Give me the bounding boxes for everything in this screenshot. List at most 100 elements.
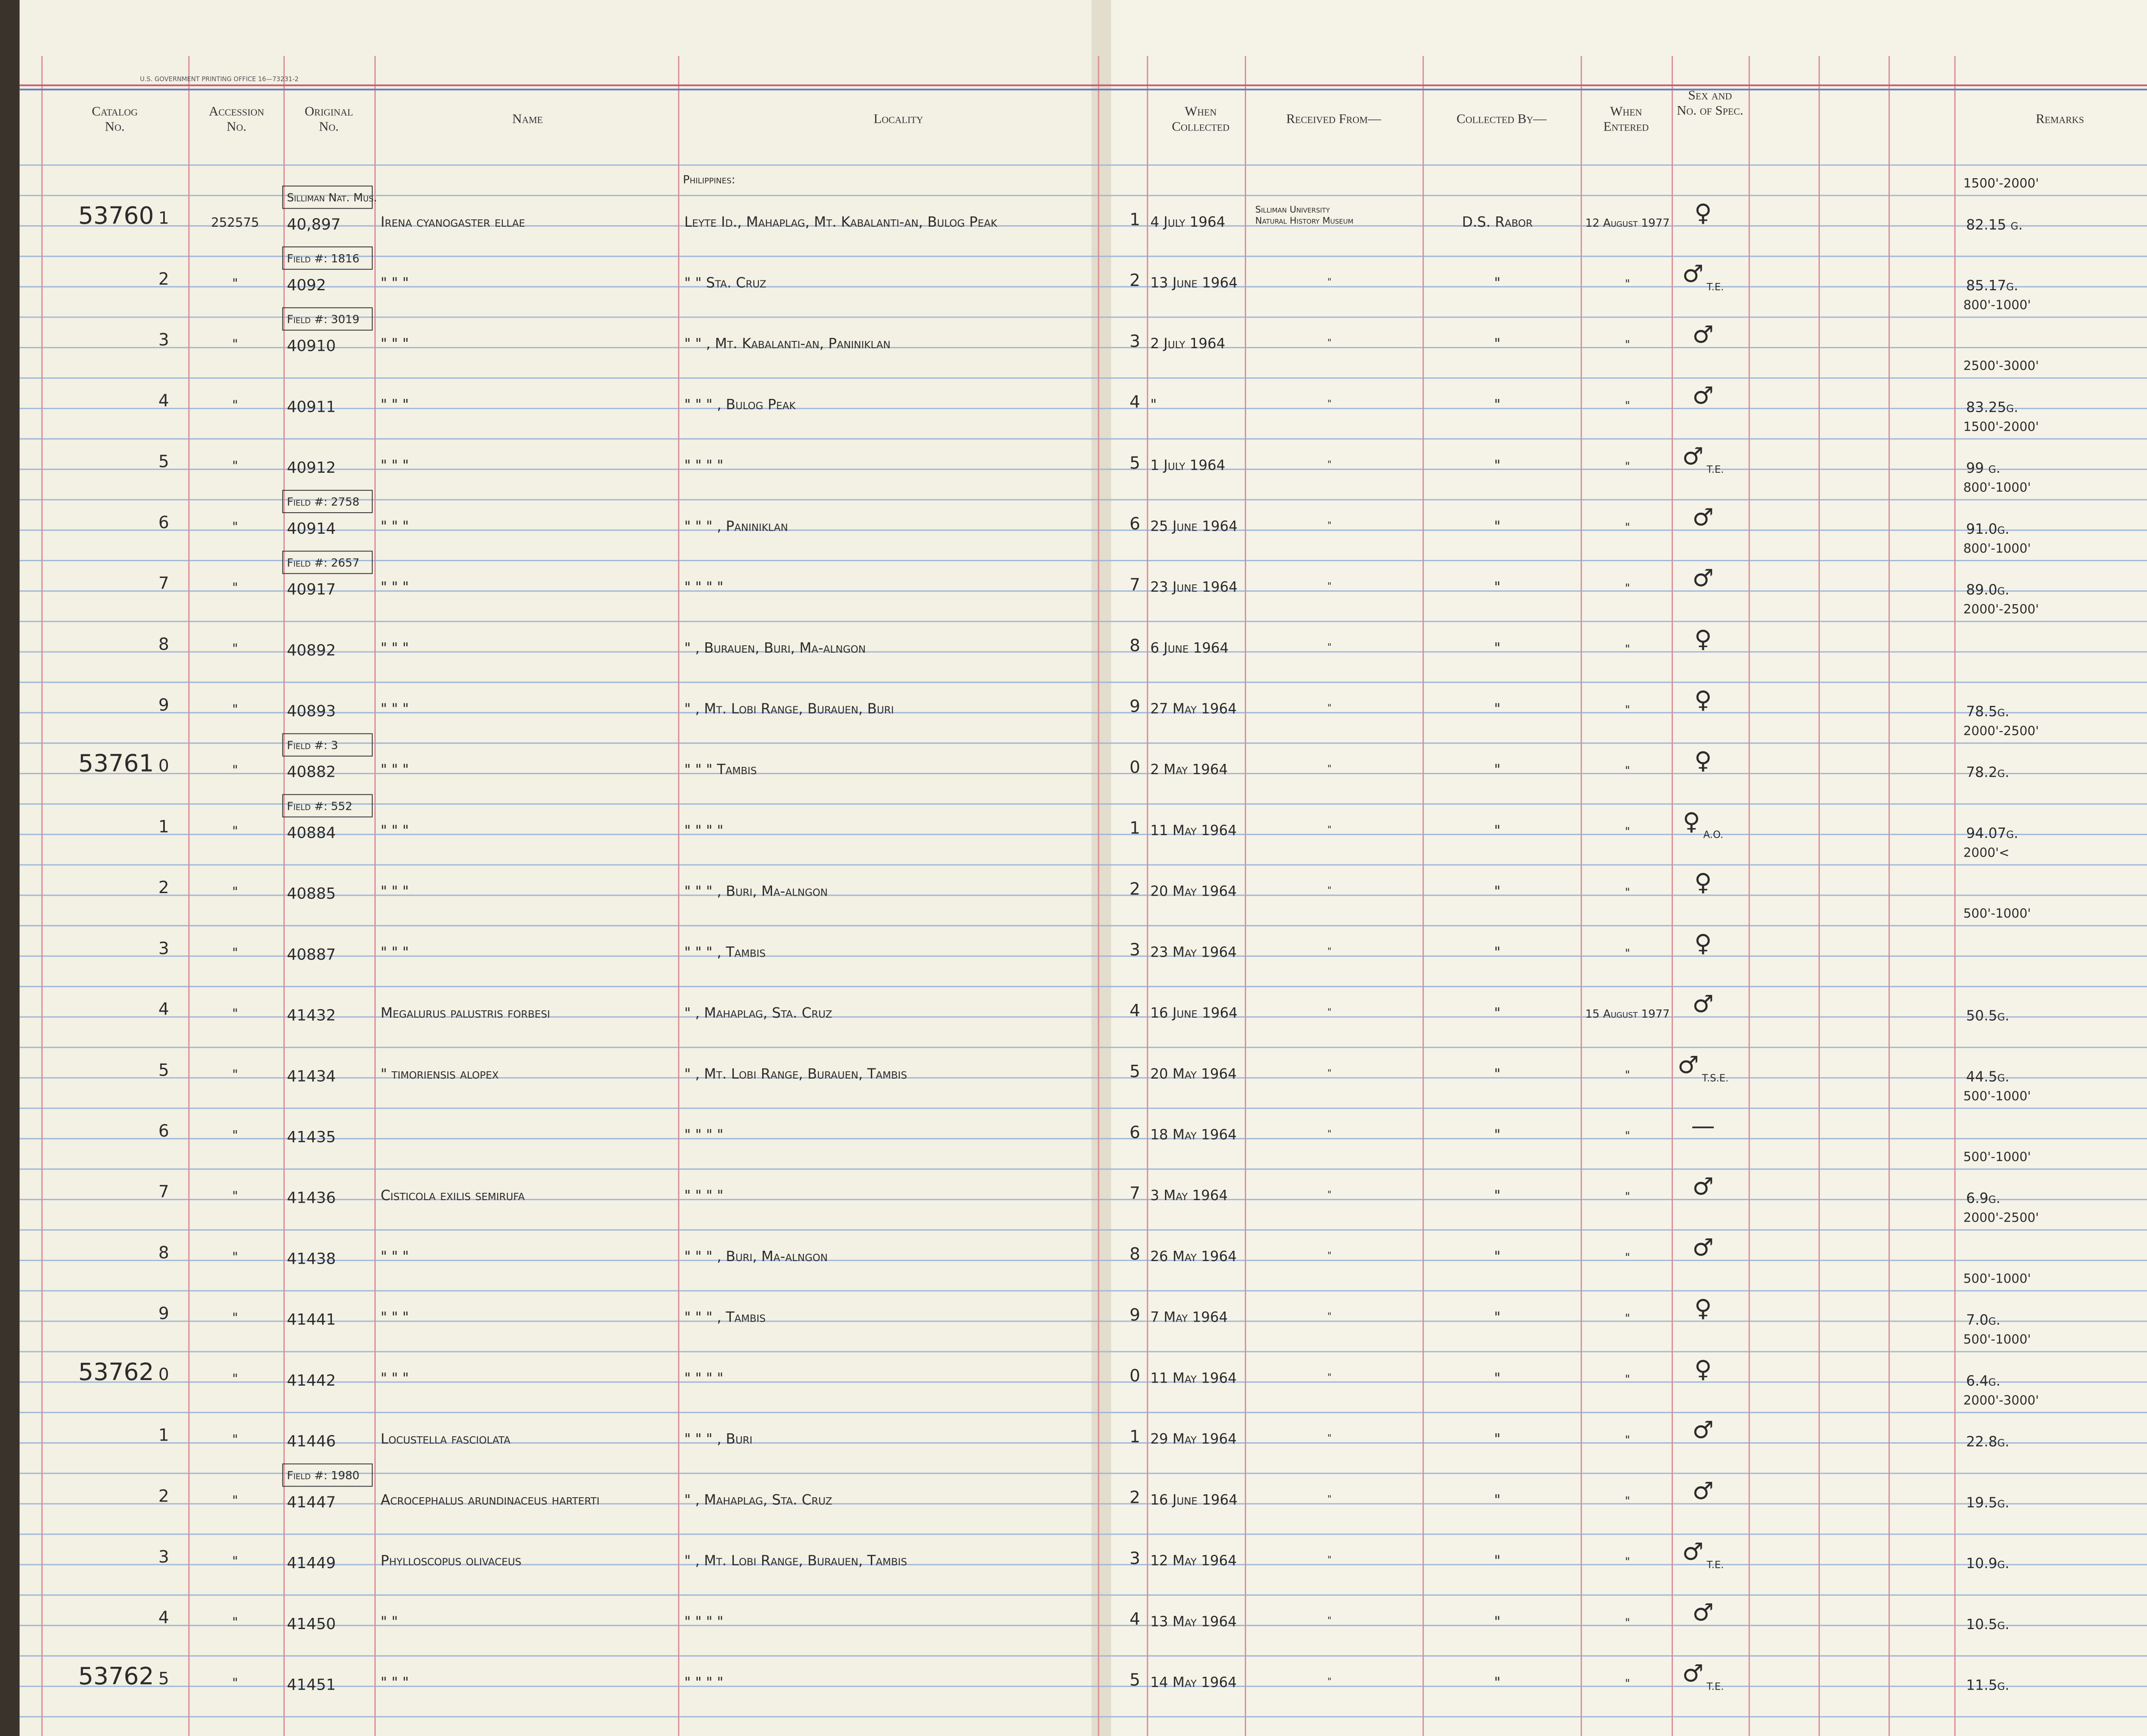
- orig-text: 41434: [287, 1067, 336, 1085]
- elev-text: 500'-1000': [1963, 1088, 2031, 1103]
- sex-note: A.O.: [1700, 829, 1723, 840]
- recv-text: ": [1327, 641, 1332, 652]
- name-text: Megalurus palustris forbesi: [380, 1005, 550, 1021]
- date-row-digit: 5: [1130, 453, 1140, 473]
- ent-text: ": [1625, 1434, 1630, 1447]
- acc-text: ": [232, 459, 238, 473]
- note-text: Field #: 3: [287, 739, 338, 752]
- orig-text: 40892: [287, 641, 336, 659]
- loc-text: " " " , Tambis: [684, 1309, 766, 1326]
- acc-text: ": [232, 1554, 238, 1569]
- name-text: " " ": [380, 761, 409, 778]
- orig-text: 41436: [287, 1189, 336, 1207]
- ledger-row: 53762 0 " 41442 " " " " " " " 11 May 1964 " " " ♀5…: [78, 1332, 2031, 1389]
- date-text: 23 June 1964: [1150, 579, 1238, 595]
- coll-text: ": [1494, 701, 1501, 717]
- loc-text: " " " ": [684, 1370, 724, 1386]
- date-text: 23 May 1964: [1150, 944, 1237, 960]
- header-line: No.: [227, 119, 246, 134]
- header-line: Accession: [209, 103, 264, 119]
- orig-text: 41438: [287, 1250, 336, 1268]
- coll-text: ": [1494, 1674, 1501, 1690]
- n-text: 5: [158, 1061, 169, 1080]
- wt-text: 83.25g.: [1966, 399, 2018, 415]
- ent-text: 15 August 1977: [1585, 1008, 1670, 1021]
- elev-text: 2000'-2500': [1963, 724, 2039, 738]
- n-text: 1: [158, 817, 169, 836]
- n-text: 1: [158, 209, 169, 228]
- header-line: Remarks: [2036, 111, 2084, 126]
- name-text: " " ": [380, 274, 409, 291]
- sex-mark: ♂ T.E.: [1682, 260, 1724, 293]
- sex-note: T.E.: [1703, 1560, 1724, 1571]
- name-text: " " ": [380, 579, 409, 595]
- acc-text: ": [232, 337, 238, 351]
- recv-text: ": [1327, 520, 1332, 530]
- orig-text: 40912: [287, 459, 336, 477]
- name-text: " " ": [380, 396, 409, 413]
- date-row-digit: 5: [1130, 1671, 1140, 1690]
- orig-text: 41449: [287, 1554, 336, 1572]
- recv-text: ": [1327, 1615, 1332, 1626]
- date-text: 29 May 1964: [1150, 1431, 1237, 1447]
- n-text: 2: [158, 1487, 169, 1506]
- ledger-row: 1 " 40884 Field #: 552 " " " " " " " 11 May 19…: [158, 794, 2018, 842]
- loc-text: Leyte Id., Mahaplag, Mt. Kabalanti-an, B…: [684, 214, 997, 230]
- ledger-row: 2 " 41447 Field #: 1980 Acrocephalus arundin…: [158, 1463, 2010, 1511]
- ledger-row: 3 " 40910 Field #: 3019 " " " " " , Mt. Kabal…: [158, 298, 2031, 355]
- date-text: 16 June 1964: [1150, 1005, 1238, 1021]
- n-text: 1: [158, 1426, 169, 1445]
- date-text: 12 May 1964: [1150, 1553, 1237, 1569]
- n-text: 5: [158, 452, 169, 471]
- sex-mark: ♀: [1694, 747, 1712, 775]
- sex-mark: ♂: [1692, 1417, 1714, 1444]
- name-text: Phylloscopus olivaceus: [380, 1553, 521, 1569]
- acc-text: ": [232, 1189, 238, 1203]
- column-header: Received From—: [1286, 111, 1381, 126]
- ledger-row: 4 " 41432 Megalurus palustris forbesi " , Ma…: [158, 991, 2010, 1025]
- orig-text: 41451: [287, 1676, 336, 1693]
- date-text: 14 May 1964: [1150, 1674, 1237, 1690]
- rules: [19, 56, 2147, 1736]
- coll-text: ": [1494, 1127, 1501, 1143]
- recv-text: ": [1327, 398, 1332, 408]
- note-text: Field #: 3019: [287, 313, 359, 326]
- name-text: Irena cyanogaster ellae: [380, 214, 525, 230]
- sex-symbol: ♀: [1683, 808, 1700, 836]
- header-line: No. of Spec.: [1677, 103, 1743, 118]
- field-box: [282, 733, 373, 757]
- note-text: Silliman Nat. Mus.: [287, 192, 377, 204]
- ledger-row: 4 " 40911 " " " " " " , Bulog Peak " " " " ♂ 2500'…: [158, 359, 2039, 416]
- orig-text: 41447: [287, 1493, 336, 1511]
- date-row-digit: 8: [1130, 1245, 1140, 1264]
- ent-text: ": [1625, 1616, 1630, 1629]
- coll-text: ": [1494, 579, 1501, 595]
- ent-text: ": [1625, 1556, 1630, 1569]
- sex-mark: —: [1691, 1113, 1715, 1140]
- ledger-row: 4 " 41450 " " " " " " 13 May 1964 " " " ♂ 10.5g. 4: [158, 1599, 2010, 1633]
- elev-text: 2000'-2500': [1963, 602, 2039, 617]
- elev-text: 1500'-2000': [1963, 419, 2039, 434]
- loc-text: " " " ": [684, 822, 724, 839]
- recv-text: ": [1327, 1675, 1332, 1686]
- country: Philippines:: [683, 173, 735, 186]
- n-text: 8: [158, 635, 169, 654]
- recv-text: ": [1327, 337, 1332, 348]
- sex-mark: ♂ T.E.: [1682, 1538, 1724, 1571]
- name-text: " " ": [380, 1248, 409, 1265]
- orig-text: 41441: [287, 1311, 336, 1329]
- acc-text: ": [232, 276, 238, 290]
- right-page: [1103, 0, 2147, 1736]
- n-text: 2: [158, 270, 169, 289]
- wt-text: 89.0g.: [1966, 582, 2010, 598]
- ent-text: ": [1625, 1495, 1630, 1508]
- date-row-digit: 2: [1130, 879, 1140, 899]
- ledger-row: 1 " 41446 Locustella fasciolata " " " , Buri…: [158, 1393, 2039, 1450]
- ledger-row: 9 " 41441 " " " " " " , Tambis 7 May 1964 " " " ♀…: [158, 1271, 2031, 1329]
- elev-text: 800'-1000': [1963, 541, 2031, 556]
- date-text: 3 May 1964: [1150, 1187, 1228, 1204]
- date-row-digit: 8: [1130, 636, 1140, 656]
- sex-note: T.S.E.: [1699, 1073, 1728, 1084]
- header-line: Collected By—: [1457, 111, 1547, 126]
- wt-text: 50.5g.: [1966, 1008, 2010, 1024]
